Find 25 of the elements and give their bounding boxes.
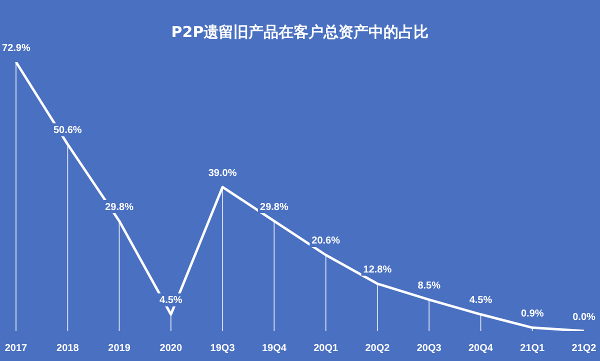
data-label: 72.9% <box>2 42 30 54</box>
x-tick-label: 2017 <box>4 342 28 354</box>
x-tick-label: 2020 <box>160 342 182 354</box>
x-tick-label: 19Q4 <box>262 342 287 354</box>
x-tick-label: 21Q1 <box>520 342 546 354</box>
x-tick-label: 19Q3 <box>210 342 236 354</box>
x-tick-label: 21Q2 <box>572 342 597 354</box>
data-label: 8.5% <box>418 280 441 292</box>
x-tick-label: 20Q2 <box>365 342 390 354</box>
data-label: 29.8% <box>105 202 134 213</box>
chart-title: P2P遗留旧产品在客户总资产中的占比 <box>171 22 429 41</box>
data-label: 0.9% <box>520 308 544 320</box>
data-label: 12.8% <box>363 264 392 276</box>
data-label: 4.5% <box>469 295 492 306</box>
data-label: 50.6% <box>53 125 82 136</box>
x-tick-label: 2018 <box>56 342 80 354</box>
x-tick-label: 2019 <box>108 342 131 354</box>
x-tick-label: 20Q4 <box>468 342 494 354</box>
data-label: 39.0% <box>208 168 237 179</box>
data-label: 0.0% <box>572 312 596 323</box>
data-label: 4.5% <box>160 295 182 306</box>
x-tick-label: 20Q3 <box>416 342 442 354</box>
x-tick-label: 20Q1 <box>314 342 338 354</box>
data-label: 20.6% <box>312 236 340 247</box>
data-label: 29.8% <box>260 202 288 213</box>
